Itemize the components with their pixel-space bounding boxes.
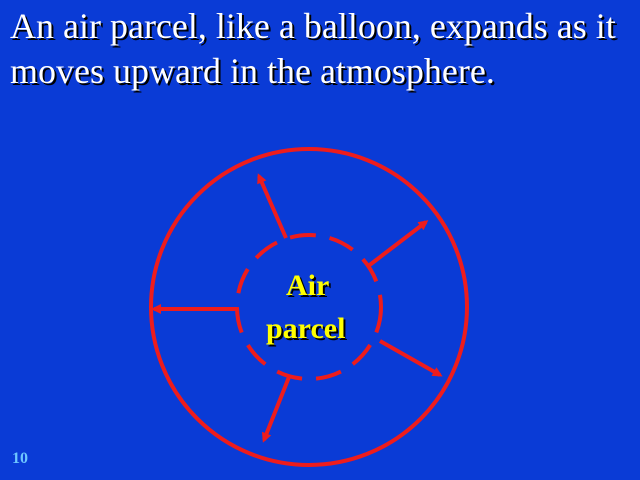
slide-title: An air parcel, like a balloon, expands a… <box>10 6 616 91</box>
expansion-arrow-up <box>257 173 288 239</box>
page-number: 10 <box>12 450 28 467</box>
parcel-label-line2-shadow: parcel <box>268 314 347 347</box>
initial-parcel-circle <box>235 233 383 381</box>
expansion-arrow-upper-right <box>365 220 429 269</box>
parcel-label-line2: parcel <box>266 312 345 345</box>
expansion-arrow-down <box>261 376 291 443</box>
expansion-arrow-lower-right <box>379 339 443 377</box>
parcel-label-line1-shadow: Air <box>288 271 331 304</box>
parcel-label-line1: Air <box>286 269 329 302</box>
